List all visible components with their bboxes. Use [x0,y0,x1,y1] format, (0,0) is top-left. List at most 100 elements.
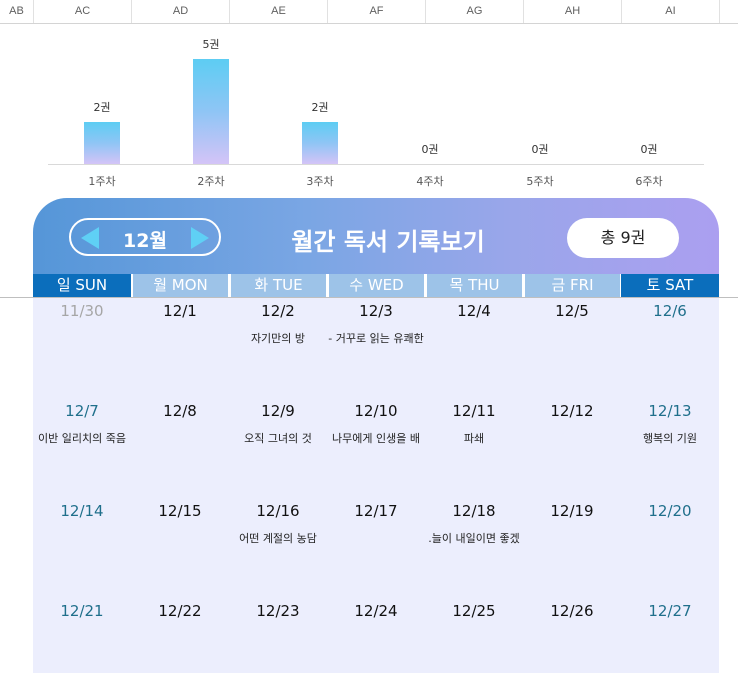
calendar-date: 12/22 [158,602,202,620]
week-axis-label: 6주차 [635,175,663,188]
weekday-header-3: 화 TUE [229,274,327,297]
calendar-day-cell[interactable]: 12/15 [131,498,229,598]
calendar-date: 12/12 [550,402,594,420]
column-header-ad[interactable]: AD [132,0,230,23]
weekday-header-4: 수 WED [327,274,425,297]
total-books-badge: 총 9권 [567,218,679,258]
month-selector: 12월 [69,218,221,256]
week-axis-label: 3주차 [306,175,334,188]
book-entry: 나무에게 인생을 배 [332,432,420,445]
bar-value-label: 2권 [93,101,111,114]
calendar-day-cell[interactable]: 12/23 [229,598,327,698]
calendar-date: 12/4 [457,302,491,320]
calendar-day-cell[interactable]: 12/1 [131,298,229,398]
calendar-day-cell[interactable]: 12/8 [131,398,229,498]
calendar-day-cell[interactable]: 12/25 [425,598,523,698]
calendar-date: 12/5 [555,302,589,320]
chart-baseline [48,164,704,165]
book-entry: 행복의 기원 [642,432,698,445]
calendar-date: 12/19 [550,502,594,520]
book-entry: 이반 일리치의 죽음 [38,432,126,445]
calendar-day-cell[interactable]: 12/22 [131,598,229,698]
bar-value-label: 5권 [202,38,220,51]
weekday-header-5: 목 THU [425,274,523,297]
bar-value-label: 0권 [640,143,658,156]
calendar-date: 12/9 [261,402,295,420]
column-header-ai[interactable]: AI [622,0,720,23]
calendar-day-cell[interactable]: 12/16 어떤 계절의 농담 [229,498,327,598]
bar-value-label: 0권 [531,143,549,156]
calendar-date: 12/6 [653,302,687,320]
book-entry: 자기만의 방 [250,332,306,345]
weekday-header-6: 금 FRI [523,274,621,297]
calendar-day-cell[interactable]: 11/30 [33,298,131,398]
calendar-day-cell[interactable]: 12/27 [621,598,719,698]
book-entry: 파쇄 [463,432,485,445]
calendar-day-cell[interactable]: 12/17 [327,498,425,598]
calendar-date: 12/7 [65,402,99,420]
calendar-date: 12/25 [452,602,496,620]
column-header-ac[interactable]: AC [34,0,132,23]
calendar-day-cell[interactable]: 12/20 [621,498,719,598]
calendar-day-cell[interactable]: 12/19 [523,498,621,598]
calendar-date: 12/11 [452,402,496,420]
calendar-date: 12/20 [648,502,692,520]
calendar-date: 12/2 [261,302,295,320]
book-entry: .늘이 내일이면 좋겠 [428,532,520,545]
column-header-af[interactable]: AF [328,0,426,23]
calendar-day-cell[interactable]: 12/13 행복의 기원 [621,398,719,498]
calendar-date: 11/30 [60,302,104,320]
calendar-date: 12/27 [648,602,692,620]
bar-3 [302,122,338,164]
calendar-grid: 11/30 12/1 12/2 자기만의 방 12/3 - 거꾸로 읽는 유쾌한 12/4 1… [33,298,719,673]
calendar-day-cell[interactable]: 12/3 - 거꾸로 읽는 유쾌한 [327,298,425,398]
calendar-day-cell[interactable]: 12/10 나무에게 인생을 배 [327,398,425,498]
weekday-header-2: 월 MON [131,274,229,297]
month-label: 12월 [123,230,167,252]
column-header-ae[interactable]: AE [230,0,328,23]
calendar-day-cell[interactable]: 12/7 이반 일리치의 죽음 [33,398,131,498]
calendar-banner: 12월 월간 독서 기록보기 총 9권 [33,198,719,274]
calendar-date: 12/13 [648,402,692,420]
calendar-date: 12/1 [163,302,197,320]
calendar-day-cell[interactable]: 12/9 오직 그녀의 것 [229,398,327,498]
calendar-day-cell[interactable]: 12/4 [425,298,523,398]
book-entry: - 거꾸로 읽는 유쾌한 [328,332,424,345]
calendar-day-cell[interactable]: 12/12 [523,398,621,498]
book-entry: 오직 그녀의 것 [244,432,312,445]
calendar-date: 12/15 [158,502,202,520]
calendar-date: 12/16 [256,502,300,520]
calendar-date: 12/10 [354,402,398,420]
calendar-date: 12/23 [256,602,300,620]
week-axis-label: 5주차 [526,175,554,188]
week-axis-label: 1주차 [88,175,116,188]
calendar-date: 12/26 [550,602,594,620]
calendar-day-cell[interactable]: 12/6 [621,298,719,398]
column-header-ab[interactable]: AB [0,0,34,23]
week-axis-label: 4주차 [416,175,444,188]
calendar-date: 12/8 [163,402,197,420]
column-header-ag[interactable]: AG [426,0,524,23]
bar-1 [84,122,120,164]
prev-month-arrow-icon[interactable] [81,227,99,249]
calendar-day-cell[interactable]: 12/11 파쇄 [425,398,523,498]
bar-value-label: 0권 [421,143,439,156]
bar-2 [193,59,229,164]
calendar-date: 12/14 [60,502,104,520]
calendar-day-cell[interactable]: 12/2 자기만의 방 [229,298,327,398]
column-header-ah[interactable]: AH [524,0,622,23]
calendar-date: 12/3 [359,302,393,320]
calendar-title: 월간 독서 기록보기 [291,228,485,256]
weekly-books-chart: 2권 1주차 5권 2주차 2권 3주차 0권 4주차 0권 5주차 0권 6주차 [0,23,738,198]
column-header-bar: AB AC AD AE AF AG AH AI [0,0,738,24]
calendar-day-cell[interactable]: 12/26 [523,598,621,698]
bar-value-label: 2권 [311,101,329,114]
calendar-day-cell[interactable]: 12/21 [33,598,131,698]
book-entry: 어떤 계절의 농담 [239,532,317,545]
sheet-row-divider [0,297,738,298]
calendar-day-cell[interactable]: 12/18 .늘이 내일이면 좋겠 [425,498,523,598]
calendar-day-cell[interactable]: 12/14 [33,498,131,598]
calendar-day-cell[interactable]: 12/5 [523,298,621,398]
next-month-arrow-icon[interactable] [191,227,209,249]
calendar-day-cell[interactable]: 12/24 [327,598,425,698]
